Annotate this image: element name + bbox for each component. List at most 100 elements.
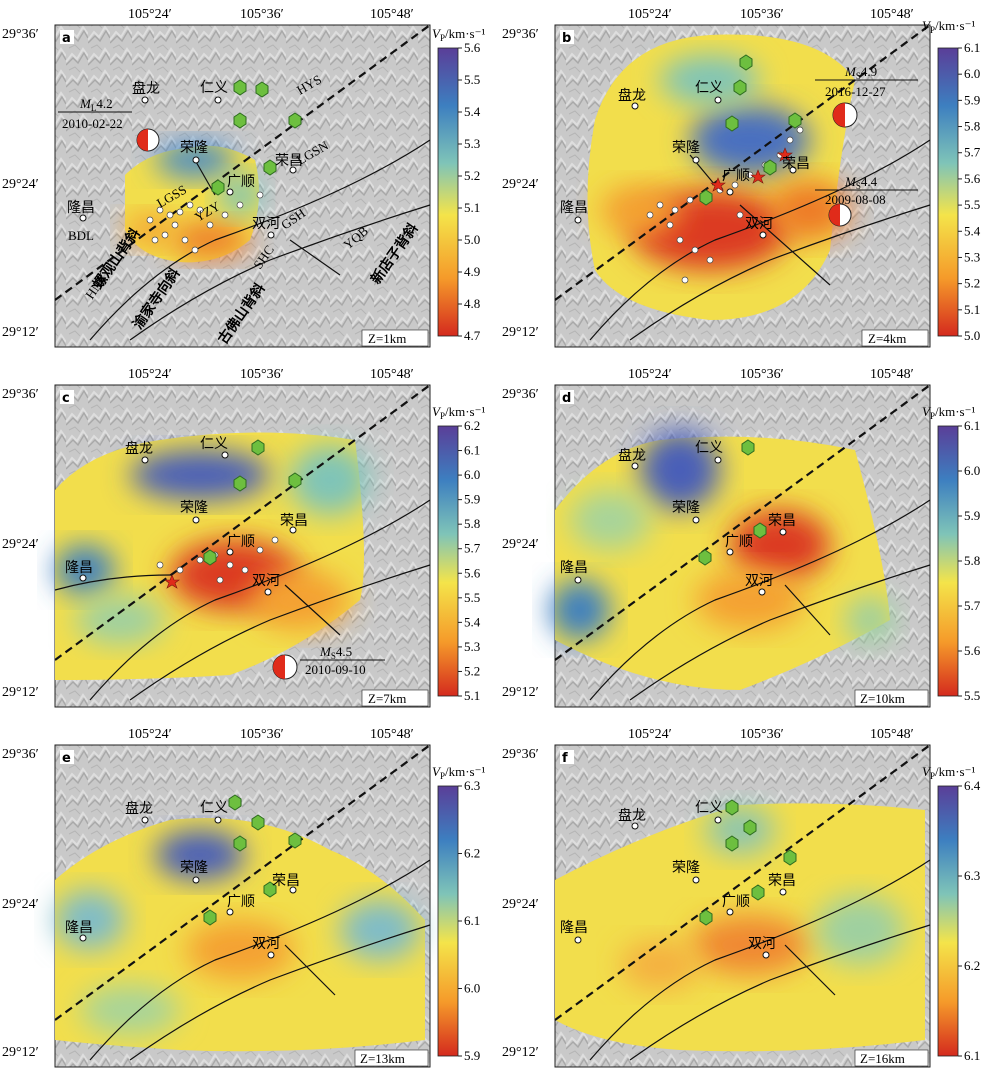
lat-tick: 29°12′: [2, 325, 39, 340]
map-panel-f: 105°24′ 105°36′ 105°48′ 29°36′ 29°24′ 29…: [500, 720, 1000, 1080]
svg-text:仁义: 仁义: [200, 800, 228, 816]
svg-text:29°24′: 29°24′: [502, 897, 539, 912]
lat-tick: 29°36′: [502, 27, 539, 42]
event-star: [710, 147, 793, 192]
colorbar-tick-label: 5.3: [964, 249, 980, 264]
colorbar-tick-label: 6.1: [964, 1048, 980, 1063]
svg-text:105°36′: 105°36′: [740, 367, 784, 382]
svg-text:广顺: 广顺: [722, 894, 750, 910]
lon-tick: 105°48′: [370, 7, 414, 22]
svg-text:隆昌: 隆昌: [560, 560, 588, 576]
svg-text:广顺: 广顺: [722, 168, 750, 184]
colorbar-tick-label: 5.5: [464, 590, 480, 605]
svg-text:隆昌: 隆昌: [560, 200, 588, 216]
panel-label: e: [62, 751, 71, 766]
colorbar: VP/km·s⁻¹ 6.1 6.0 5.9 5.8 5.7 5.6 5.5 5.4 5.3 5.2…: [922, 18, 981, 343]
depth-label: Z=13km: [360, 1051, 405, 1066]
svg-text:仁义: 仁义: [200, 436, 228, 452]
map-svg-e: 105°24′ 105°36′ 105°48′ 29°36′ 29°24′ 29…: [2, 727, 485, 1068]
stations: [203, 439, 302, 566]
svg-text:29°12′: 29°12′: [2, 685, 39, 700]
lat-tick: 29°12′: [502, 325, 539, 340]
map-panel-a: 105°24′ 105°36′ 105°48′ 29°36′ 29°24′ 29…: [0, 0, 500, 360]
map-panel-e: 105°24′ 105°36′ 105°48′ 29°36′ 29°24′ 29…: [0, 720, 500, 1080]
svg-text:BDL: BDL: [68, 228, 94, 243]
colorbar-tick-label: 5.1: [964, 302, 980, 317]
colorbar-tick-label: 5.0: [964, 328, 980, 343]
velocity-anomaly: [587, 34, 855, 320]
svg-text:广顺: 广顺: [227, 534, 255, 550]
svg-text:盘龙: 盘龙: [125, 440, 153, 457]
colorbar: VP/km·s⁻¹ 6.2 6.1 6.0 5.9 5.8 5.7 5.6 5.5 5.4 5.3…: [432, 404, 485, 703]
panel-label: b: [562, 31, 571, 46]
lat-tick: 29°36′: [2, 27, 39, 42]
svg-text:盘龙: 盘龙: [125, 800, 153, 817]
svg-text:广顺: 广顺: [725, 534, 753, 550]
svg-text:荣隆: 荣隆: [672, 860, 700, 876]
city-markers: [574, 816, 787, 959]
lat-tick: 29°24′: [2, 177, 39, 192]
svg-text:VP/km·s⁻¹: VP/km·s⁻¹: [922, 764, 975, 781]
svg-text:荣昌: 荣昌: [280, 513, 308, 529]
colorbar-tick-label: 4.8: [464, 296, 480, 311]
velocity-anomaly: [550, 430, 895, 690]
colorbar-tick-label: 5.6: [964, 171, 981, 186]
city-label-rongchang: 荣昌: [275, 153, 303, 169]
event-annotation: MS4.9 2016-12-27 MS4.4 2009-08-08: [815, 64, 918, 227]
colorbar-tick-label: 5.3: [464, 136, 480, 151]
svg-text:2010-09-10: 2010-09-10: [305, 662, 366, 677]
svg-text:105°48′: 105°48′: [370, 367, 414, 382]
svg-text:105°36′: 105°36′: [240, 367, 284, 382]
city-markers: [574, 96, 797, 239]
colorbar-tick-label: 5.7: [964, 598, 981, 613]
svg-text:VP/km·s⁻¹: VP/km·s⁻¹: [922, 18, 975, 35]
svg-text:荣隆: 荣隆: [672, 500, 700, 516]
svg-text:29°12′: 29°12′: [502, 1045, 539, 1060]
city-label-longchang: 隆昌: [67, 200, 95, 216]
lon-tick: 105°24′: [128, 7, 172, 22]
stations: [699, 54, 802, 206]
svg-text:2016-12-27: 2016-12-27: [825, 84, 886, 99]
event-annotation: ML4.2 2010-02-22: [58, 96, 160, 152]
city-label-renyi: 仁义: [200, 80, 228, 96]
colorbar-tick-label: 6.3: [464, 778, 480, 793]
map-svg-c: 105°24′ 105°36′ 105°48′ 29°36′ 29°24′ 29…: [2, 367, 485, 708]
city-label-guangshun: 广顺: [227, 174, 255, 190]
svg-text:仁义: 仁义: [695, 440, 723, 456]
colorbar-tick-label: 5.4: [464, 614, 481, 629]
svg-text:盘龙: 盘龙: [618, 807, 646, 824]
svg-text:荣隆: 荣隆: [180, 500, 208, 516]
colorbar: VP/km·s⁻¹ 6.3 6.2 6.1 6.0 5.9: [432, 764, 485, 1063]
city-labels: 盘龙 仁义 荣隆 广顺 荣昌 双河 隆昌: [560, 440, 796, 589]
depth-label: Z=4km: [868, 331, 906, 346]
city-labels: 盘龙 仁义 荣隆 广顺 荣昌 双河 隆昌: [560, 800, 796, 952]
colorbar-tick-label: 5.6: [464, 565, 481, 580]
colorbar-tick-label: 6.0: [964, 463, 980, 478]
svg-text:荣昌: 荣昌: [782, 156, 810, 172]
city-markers: [79, 451, 297, 596]
city-markers: [79, 96, 297, 239]
colorbar-tick-label: 4.9: [464, 264, 480, 279]
panel-label: a: [62, 31, 71, 46]
svg-text:隆昌: 隆昌: [560, 920, 588, 936]
lon-tick: 105°36′: [240, 7, 284, 22]
svg-text:105°48′: 105°48′: [370, 727, 414, 742]
colorbar-tick-label: 5.8: [964, 119, 980, 134]
colorbar-tick-label: 5.2: [964, 276, 980, 291]
svg-text:VP/km·s⁻¹: VP/km·s⁻¹: [922, 404, 975, 421]
svg-text:MS4.5: MS4.5: [319, 644, 352, 661]
svg-text:隆昌: 隆昌: [65, 560, 93, 576]
colorbar-tick-label: 6.1: [464, 913, 480, 928]
colorbar-tick-label: 5.9: [464, 1048, 480, 1063]
svg-text:105°24′: 105°24′: [628, 727, 672, 742]
event-annotation: MS4.5 2010-09-10: [272, 644, 385, 680]
svg-text:29°36′: 29°36′: [2, 747, 39, 762]
svg-text:盘龙: 盘龙: [618, 447, 646, 464]
svg-text:MS4.9: MS4.9: [844, 64, 877, 81]
map-svg-b: 105°24′ 105°36′ 105°48′ 29°36′ 29°24′ 29…: [502, 7, 981, 348]
svg-text:双河: 双河: [748, 936, 776, 952]
city-labels: 盘龙 仁义 荣隆 广顺 荣昌 双河 隆昌: [65, 436, 308, 589]
map-panel-d: 105°24′ 105°36′ 105°48′ 29°36′ 29°24′ 29…: [500, 360, 1000, 720]
svg-text:双河: 双河: [252, 936, 280, 952]
svg-text:29°36′: 29°36′: [502, 747, 539, 762]
